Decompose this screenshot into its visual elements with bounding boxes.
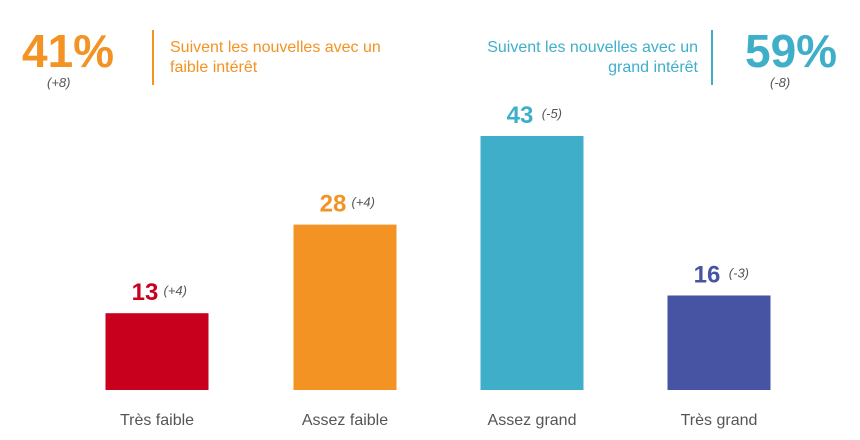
value-label-tres-faible: 13	[132, 279, 159, 306]
bar-assez-grand	[480, 136, 584, 390]
high-interest-divider	[711, 30, 713, 85]
high-interest-delta: (-8)	[770, 75, 791, 90]
value-label-tres-grand: 16	[694, 261, 721, 288]
low-interest-delta: (+8)	[47, 75, 71, 90]
low-interest-caption: Suivent les nouvelles avec un faible int…	[170, 38, 420, 78]
high-interest-caption: Suivent les nouvelles avec un grand inté…	[440, 38, 698, 78]
delta-label-tres-grand: (-3)	[729, 265, 749, 280]
high-interest-caption-line2: grand intérêt	[608, 59, 698, 76]
bar-tres-grand	[667, 295, 771, 390]
value-label-assez-faible: 28	[320, 191, 347, 218]
delta-label-assez-faible: (+4)	[352, 195, 375, 210]
category-label-tres-grand: Très grand	[681, 412, 758, 429]
bar-tres-faible	[105, 313, 209, 390]
category-label-assez-faible: Assez faible	[302, 412, 388, 429]
value-label-assez-grand: 43	[507, 102, 534, 129]
low-interest-divider	[152, 30, 154, 85]
low-interest-caption-line2: faible intérêt	[170, 59, 258, 76]
high-interest-percent: 59%	[745, 25, 838, 77]
category-label-tres-faible: Très faible	[120, 412, 194, 429]
delta-label-tres-faible: (+4)	[164, 283, 187, 298]
delta-label-assez-grand: (-5)	[542, 106, 562, 121]
low-interest-percent: 41%	[22, 25, 115, 77]
bar-assez-faible	[293, 224, 397, 390]
category-label-assez-grand: Assez grand	[488, 412, 577, 429]
low-interest-caption-line1: Suivent les nouvelles avec un	[170, 39, 381, 56]
high-interest-caption-line1: Suivent les nouvelles avec un	[487, 39, 698, 56]
